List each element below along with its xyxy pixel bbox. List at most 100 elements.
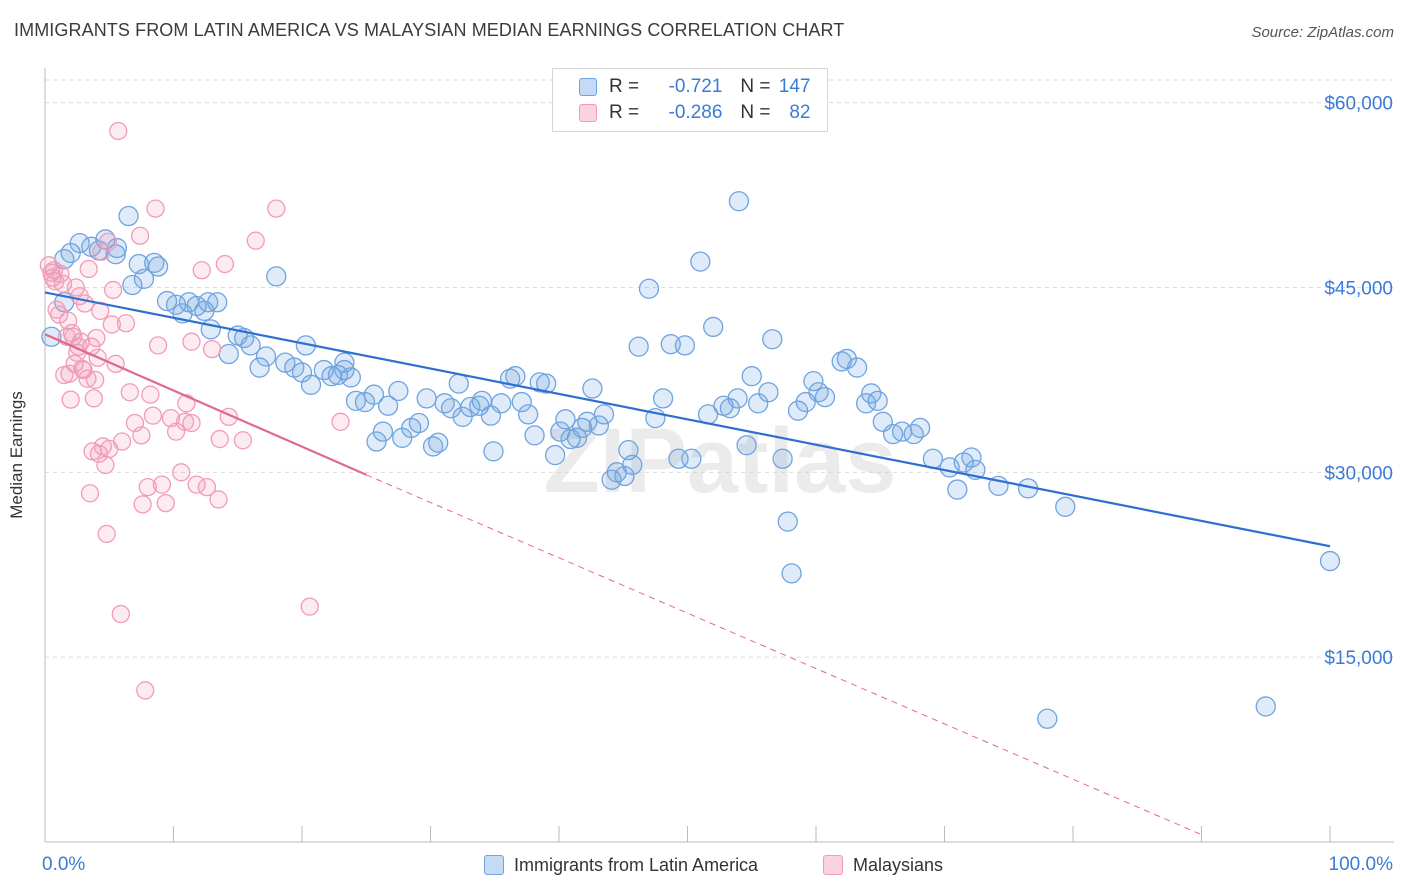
gridlines [45,79,1394,658]
latin-america-point [147,256,169,277]
axes [44,68,1394,843]
latin-america-point [638,278,660,299]
legend-r-label: R = [609,76,640,97]
latin-america-point [582,378,603,399]
latin-america-point [622,454,643,476]
bottom-legend-swatch-blue [484,855,504,875]
malaysians-point [175,412,195,431]
latin-america-point [144,252,165,273]
latin-america-point [69,232,90,254]
malaysians-point [146,199,165,218]
latin-america-point [814,387,836,408]
latin-america-point [1037,708,1058,729]
latin-america-point [736,435,757,456]
x-tick-label: 0.0% [42,854,85,875]
malaysians-point [331,412,350,431]
malaysians-point [209,490,228,509]
y-tick-label: $15,000 [1324,648,1393,669]
y-tick-label: $45,000 [1324,278,1393,299]
malaysians-point [92,242,111,261]
latin-america-point [118,205,139,227]
latin-america-point [836,348,857,370]
source-note: Source: ZipAtlas.com [1251,24,1394,41]
malaysians-point [210,429,229,449]
malaysians-point [80,484,100,503]
malaysians-point [132,426,151,445]
series-malaysians-points [39,121,350,700]
malaysians-point [177,394,196,413]
bottom-legend-label: Malaysians [853,854,944,875]
latin-america-point [388,380,409,402]
latin-america-point [781,563,802,584]
latin-america-point [772,448,793,469]
latin-america-point [728,191,750,212]
latin-america-point [491,393,512,414]
latin-america-point [727,388,748,409]
malaysians-point [61,390,80,409]
malaysians-point [106,354,125,374]
malaysians-point [152,475,172,494]
latin-america-point [483,441,504,462]
latin-america-point [511,391,532,413]
latin-america-point [741,366,762,387]
latin-america-point [448,373,469,394]
latin-america-point [524,425,545,446]
y-tick-label: $60,000 [1324,94,1393,115]
malaysians-point [73,359,92,378]
latin-america-point [1255,696,1276,717]
latin-america-point [577,411,598,432]
malaysians-point [79,259,98,279]
latin-america-point [133,268,155,290]
malaysians-point [143,406,163,425]
legend-swatch-pink [579,104,597,122]
malaysians-point [136,681,155,700]
malaysians-point [215,254,235,274]
latin-america-point [690,251,711,272]
latin-america-point [372,421,394,442]
latin-america-point [566,427,588,448]
bottom-legend-label: Immigrants from Latin America [514,854,759,875]
latin-america-point [703,316,724,338]
malaysians-point [133,495,152,514]
latin-america-point [416,388,437,409]
malaysians-point [111,604,130,624]
latin-america-point [334,352,355,373]
latin-america-point [628,336,649,357]
correlation-legend: R = -0.721 N = 147 R = -0.286 N = 82 [552,68,828,132]
malaysians-point [233,431,253,450]
malaysians-point [62,323,82,343]
bottom-legend-swatch-pink [823,855,843,875]
malaysians-point [267,199,286,218]
malaysians-point [182,413,201,433]
legend-row-malaysians: R = -0.286 N = 82 [579,100,811,126]
malaysians-point [44,261,64,280]
latin-america-point [266,266,287,287]
latin-america-point [787,400,809,421]
latin-america-point [593,404,615,425]
malaysians-point [96,455,115,475]
latin-america-point [748,393,769,414]
tick-labels: $15,000 $30,000 $45,000 $60,000 0.0% 100.0% [42,94,1393,875]
latin-america-point [544,444,566,466]
latin-america-point [588,415,609,436]
malaysians-point [138,477,157,497]
malaysians-trend-line [44,333,367,476]
malaysians-point [109,121,128,141]
legend-r-value: -0.286 [668,102,723,123]
latin-america-point [428,432,449,453]
malaysians-point [84,389,103,408]
bottom-legend-malaysians: Malaysians [823,852,943,878]
latin-america-point [846,357,868,378]
y-tick-label: $30,000 [1324,463,1393,484]
latin-america-point [1319,550,1341,572]
x-tick-label: 100.0% [1329,854,1394,875]
latin-america-point [947,479,968,500]
latin-america-point [255,346,277,367]
malaysians-point [87,328,106,348]
latin-america-trend-line [44,291,1331,548]
legend-r-value: -0.721 [668,76,723,97]
malaysians-point [47,300,66,319]
malaysians-point [130,226,150,245]
malaysians-trend-extension [366,474,1202,836]
